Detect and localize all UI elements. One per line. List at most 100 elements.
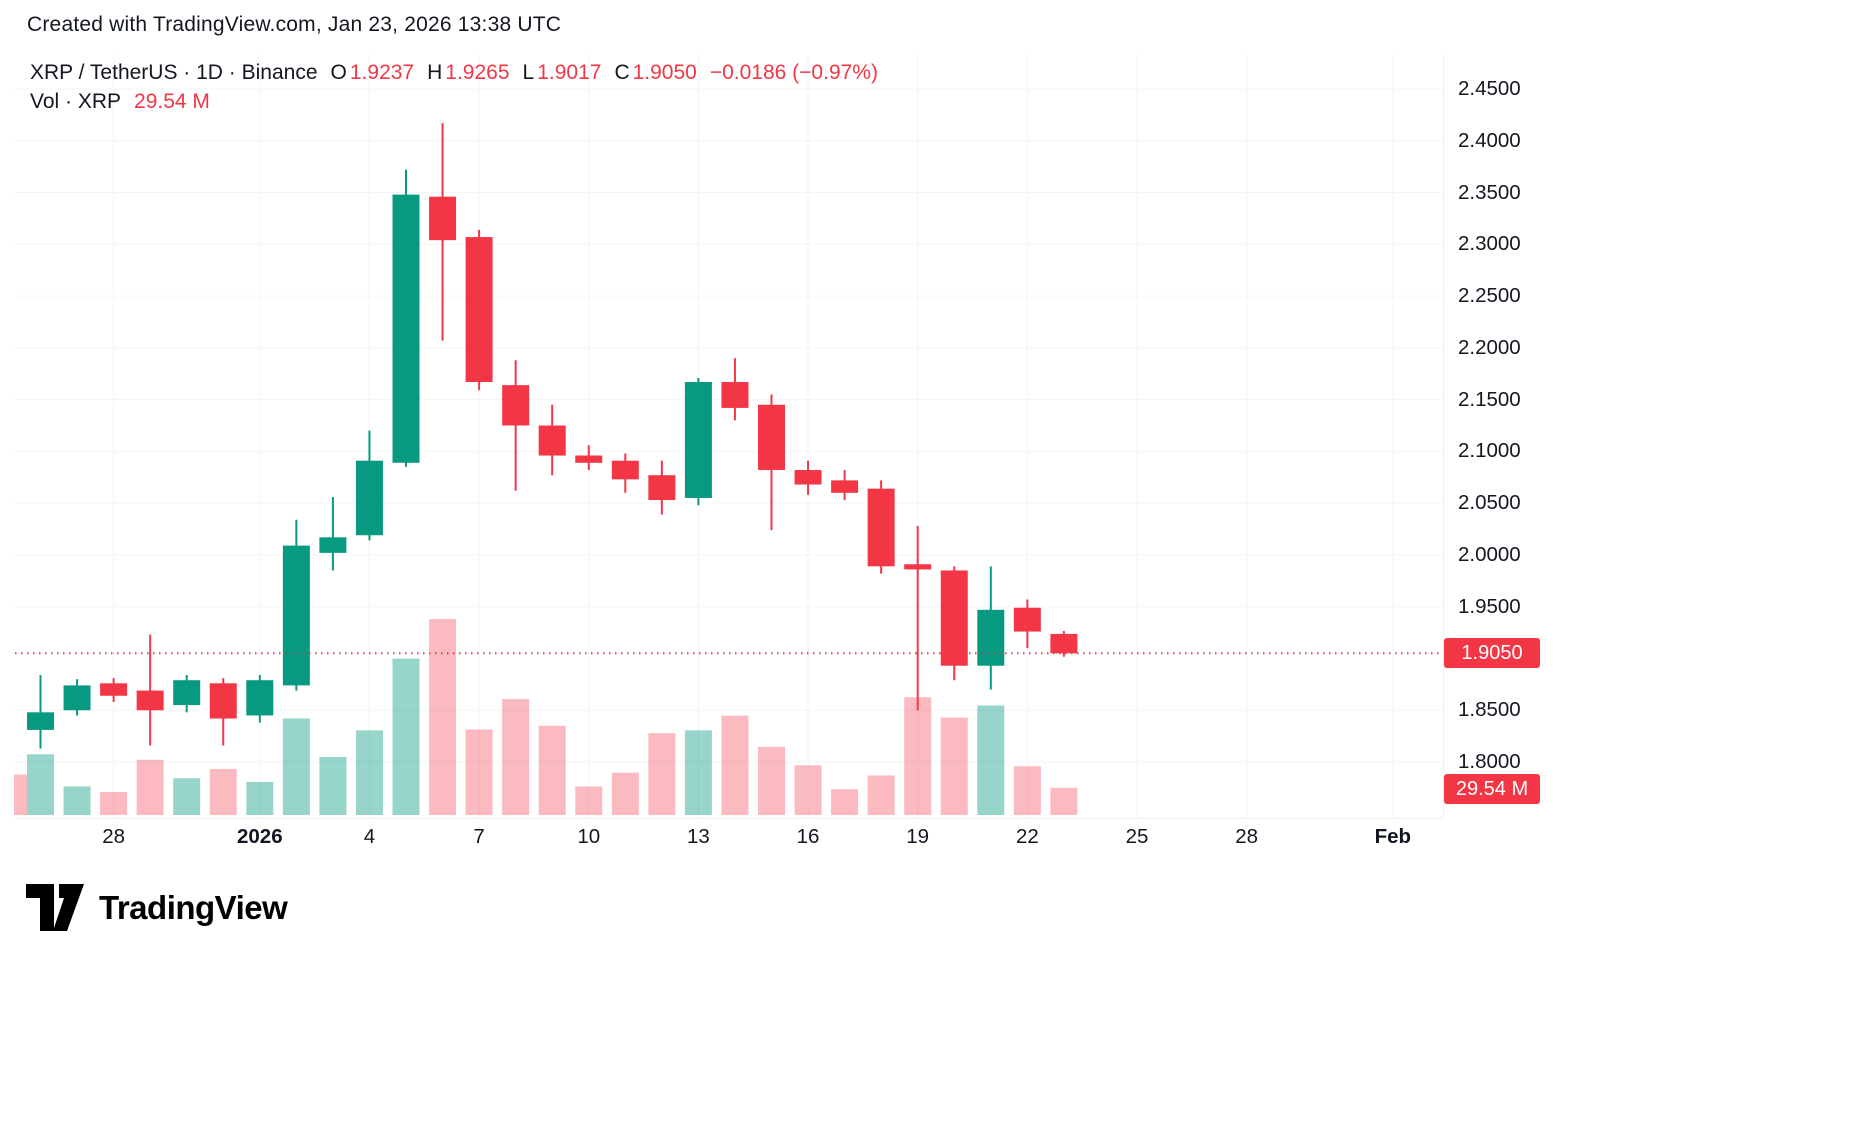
volume-bar xyxy=(1050,787,1078,815)
ohlc-value-l: L 1.9017 xyxy=(522,61,602,84)
time-axis-label: 28 xyxy=(1235,825,1259,848)
price-axis-label: 1.8000 xyxy=(1458,750,1521,773)
time-axis-label: 22 xyxy=(1015,825,1039,848)
tradingview-logo-link[interactable]: TradingView xyxy=(26,884,288,931)
candle-body xyxy=(575,455,603,463)
time-axis-label: 10 xyxy=(577,825,601,848)
volume-bar xyxy=(940,717,968,815)
candle-body xyxy=(136,690,164,711)
time-axis-border xyxy=(15,818,1443,819)
volume-bar xyxy=(100,792,128,815)
candle-body xyxy=(246,680,274,716)
candle-body xyxy=(429,196,457,241)
candle-body xyxy=(538,425,566,456)
candle-body xyxy=(63,685,91,711)
volume-bar xyxy=(209,769,237,815)
tradingview-logo-icon xyxy=(26,884,84,931)
price-axis-label: 2.3000 xyxy=(1458,232,1521,256)
price-axis-label: 2.4500 xyxy=(1458,77,1521,100)
candle-body xyxy=(355,460,383,536)
volume-bar-partial xyxy=(14,774,27,815)
price-axis-label: 1.9500 xyxy=(1458,594,1521,618)
candle-body xyxy=(465,237,493,383)
volume-value: 29.54 M xyxy=(134,90,210,113)
volume-bar xyxy=(794,765,822,815)
candle-body xyxy=(684,382,712,498)
time-axis-label: 4 xyxy=(363,825,376,848)
candle-body xyxy=(867,488,895,567)
candle-body xyxy=(100,683,128,696)
ohlc-value-o: O 1.9237 xyxy=(330,61,415,84)
candle-body xyxy=(721,382,749,408)
time-axis-label: 13 xyxy=(686,825,710,848)
price-axis-label: 2.2500 xyxy=(1458,284,1521,308)
candle-body xyxy=(173,680,201,706)
price-axis-label: 1.8500 xyxy=(1458,698,1521,722)
volume-bar xyxy=(611,772,639,815)
candle-body xyxy=(758,404,785,471)
price-axis-label: 2.4000 xyxy=(1458,128,1521,152)
symbol-title[interactable]: XRP / TetherUS · 1D · Binance xyxy=(30,61,318,84)
candle-body xyxy=(831,480,859,493)
price-axis-label: 2.1500 xyxy=(1458,387,1521,411)
time-axis-label: 28 xyxy=(102,825,125,848)
time-axis-label: 19 xyxy=(906,825,930,848)
price-axis-label: 2.1000 xyxy=(1458,439,1521,463)
price-change: −0.0186 (−0.97%) xyxy=(709,61,878,84)
candle-body xyxy=(977,609,1005,666)
volume-bar xyxy=(319,757,347,815)
volume-bar xyxy=(282,718,310,815)
candle-body xyxy=(282,545,310,686)
volume-bar xyxy=(27,754,54,815)
time-axis-label: Feb xyxy=(1374,825,1412,848)
volume-bar xyxy=(173,778,201,815)
ohlc-value-h: H 1.9265 xyxy=(427,61,510,84)
candle-body xyxy=(1013,607,1041,632)
volume-bar xyxy=(502,699,530,815)
candle-body xyxy=(392,194,420,463)
candle-body xyxy=(319,537,347,553)
candle-body xyxy=(794,470,822,485)
volume-bar xyxy=(246,781,274,815)
ohlc-legend-row: XRP / TetherUS · 1D · Binance O 1.9237 H 1.… xyxy=(30,58,878,87)
price-axis-label: 2.0000 xyxy=(1458,542,1521,566)
candle-body xyxy=(209,683,237,719)
candle-body xyxy=(611,460,639,480)
volume-bar xyxy=(392,658,420,815)
candle-body xyxy=(502,385,530,426)
volume-bar xyxy=(136,759,164,815)
volume-badge: 29.54 M xyxy=(1444,774,1540,804)
volume-legend-row: Vol · XRP 29.54 M xyxy=(30,87,878,116)
price-axis-border xyxy=(1443,55,1444,818)
time-axis-label: 2026 xyxy=(236,825,283,848)
candle-body xyxy=(904,564,932,570)
symbol-legend: XRP / TetherUS · 1D · Binance O 1.9237 H 1.… xyxy=(30,58,878,116)
volume-bar xyxy=(63,786,91,815)
volume-bar xyxy=(648,733,676,815)
volume-bar xyxy=(538,725,566,815)
volume-bar xyxy=(465,729,493,815)
tradingview-attribution-link[interactable]: Created with TradingView.com, Jan 23, 20… xyxy=(27,13,562,36)
candle-body xyxy=(940,570,968,666)
candle-body xyxy=(1050,633,1078,654)
volume-bar xyxy=(721,715,749,815)
volume-bar xyxy=(429,619,457,815)
candle-body xyxy=(27,712,54,730)
volume-bar xyxy=(904,697,932,815)
volume-bar xyxy=(355,730,383,815)
price-axis-label: 2.3500 xyxy=(1458,180,1521,204)
time-axis-label: 16 xyxy=(796,825,820,848)
volume-bar xyxy=(867,775,895,815)
price-axis-label: 2.2000 xyxy=(1458,335,1521,359)
tradingview-wordmark: TradingView xyxy=(99,888,288,926)
volume-indicator-title[interactable]: Vol · XRP xyxy=(30,90,122,113)
volume-bar xyxy=(977,705,1005,815)
volume-bar xyxy=(831,789,859,815)
volume-bar xyxy=(684,730,712,815)
price-axis-label: 2.0500 xyxy=(1458,491,1521,515)
time-axis-label: 25 xyxy=(1125,825,1149,848)
time-axis-label: 7 xyxy=(473,825,485,848)
candle-body xyxy=(648,475,676,501)
ohlc-value-c: C 1.9050 xyxy=(614,61,697,84)
